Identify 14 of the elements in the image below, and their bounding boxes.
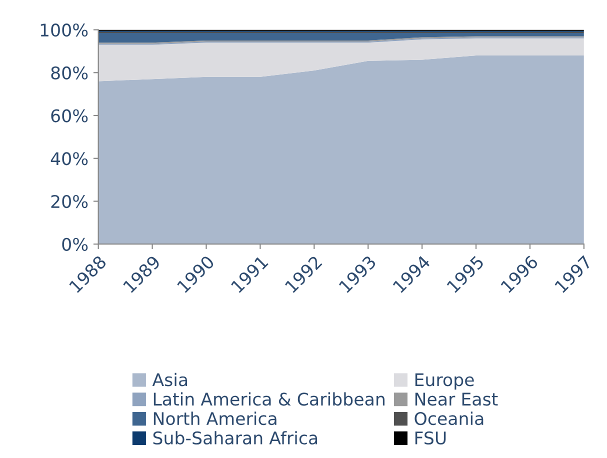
legend-label: FSU bbox=[415, 431, 446, 445]
legend-label: Sub-Saharan Africa bbox=[153, 431, 318, 445]
y-tick-label: 100% bbox=[40, 23, 88, 37]
legend-label: Europe bbox=[415, 373, 474, 390]
legend-label: Asia bbox=[152, 372, 188, 386]
y-tick-label: 40% bbox=[50, 152, 88, 166]
y-tick-label: 0% bbox=[62, 238, 88, 251]
legend-label: North America bbox=[154, 412, 276, 426]
legend-label: Latin America & Caribbean bbox=[154, 392, 384, 406]
legend-label: Near East bbox=[415, 392, 498, 406]
y-tick-label: 60% bbox=[51, 109, 88, 122]
y-tick-label: 80% bbox=[51, 66, 88, 80]
y-tick-label: 20% bbox=[51, 194, 88, 208]
legend-label: Oceania bbox=[414, 412, 484, 426]
